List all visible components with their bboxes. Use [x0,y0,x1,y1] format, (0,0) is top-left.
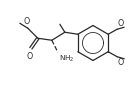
Text: O: O [27,52,33,61]
Text: O: O [118,19,124,28]
Text: O: O [24,17,30,26]
Text: O: O [118,58,124,67]
Text: NH$_2$: NH$_2$ [59,54,74,64]
